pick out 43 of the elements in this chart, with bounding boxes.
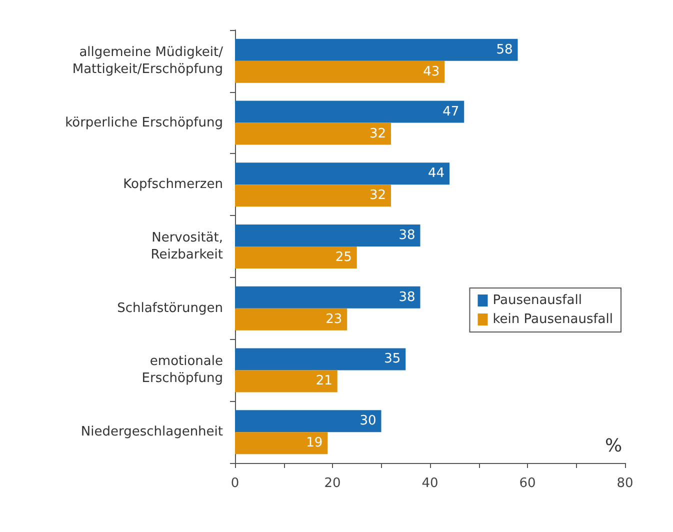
data-label: 47: [442, 104, 460, 120]
y-tick-label: körperliche Erschöpfung: [65, 115, 223, 130]
x-tick-label: 80: [616, 476, 634, 491]
bar: [235, 38, 518, 61]
bar: [235, 122, 391, 145]
y-tick-label: Nervosität, Reizbarkeit: [150, 230, 223, 262]
data-label: 38: [398, 228, 416, 243]
data-label: 43: [423, 64, 440, 80]
x-axis-title: %: [605, 436, 622, 456]
data-label: 30: [360, 414, 376, 429]
y-tick-label: emotionale Erschöpfung: [142, 354, 223, 386]
y-tick-label: Schlafstörungen: [117, 300, 223, 316]
x-tick-label: 60: [519, 476, 536, 491]
bar: [235, 100, 464, 123]
bar: [235, 432, 328, 454]
bar: [235, 162, 450, 185]
y-tick-label: Kopfschmerzen: [123, 177, 223, 192]
bar: [235, 184, 391, 207]
x-tick-label: 20: [324, 476, 341, 491]
bar: [235, 286, 420, 308]
legend-label: Pausenausfall: [492, 293, 582, 308]
legend-label: kein Pausenausfall: [492, 312, 614, 327]
x-tick-label: 40: [422, 476, 438, 491]
bar: [235, 224, 420, 246]
data-label: 58: [496, 42, 513, 58]
data-label: 32: [369, 126, 386, 142]
data-label: 44: [428, 166, 444, 182]
data-label: 21: [316, 374, 332, 389]
x-tick-label: 0: [230, 476, 240, 491]
data-label: 23: [326, 312, 342, 327]
bar: [235, 246, 357, 268]
bar: [235, 308, 348, 330]
bar: [235, 410, 382, 432]
bar: [235, 370, 338, 392]
bar: [235, 60, 445, 83]
data-label: 19: [306, 436, 323, 451]
y-tick-label: allgemeine Müdigkeit/ Mattigkeit/Erschöpfung: [72, 44, 224, 77]
data-label: 25: [335, 250, 352, 265]
bar: [235, 348, 406, 370]
y-tick-label: Niedergeschlagenheit: [80, 424, 223, 440]
data-label: 32: [369, 188, 386, 204]
data-label: 35: [384, 352, 401, 367]
data-label: 38: [398, 290, 416, 305]
